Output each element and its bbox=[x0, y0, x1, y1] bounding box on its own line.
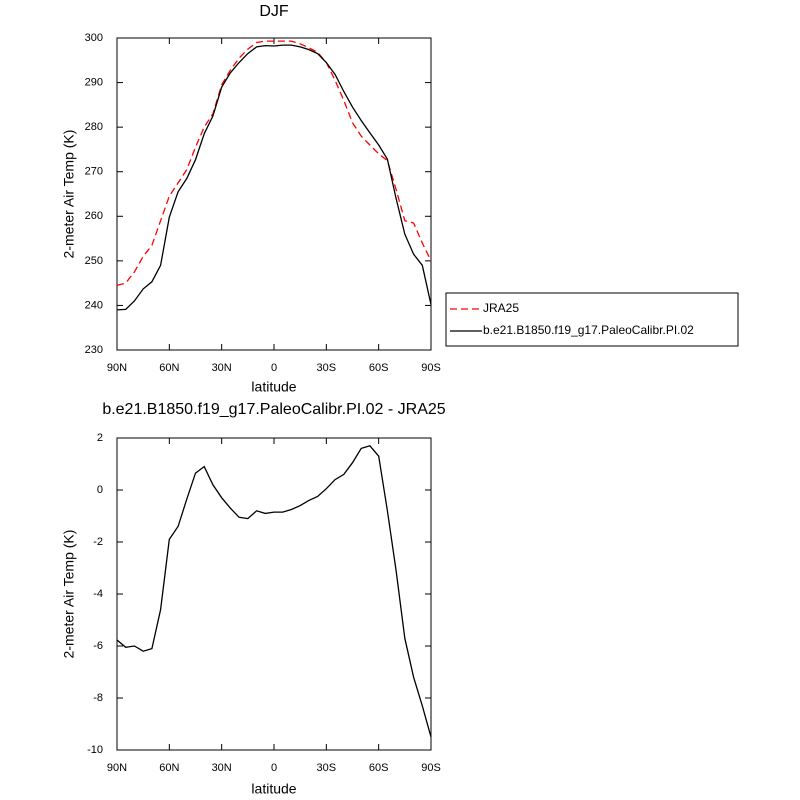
x-tick-label: 30S bbox=[317, 762, 337, 774]
x-tick-label: 60S bbox=[369, 362, 389, 374]
y-tick-label: -10 bbox=[87, 744, 103, 756]
chart-title: b.e21.B1850.f19_g17.PaleoCalibr.PI.02 - … bbox=[102, 401, 445, 418]
x-axis-label: latitude bbox=[251, 781, 296, 797]
x-tick-label: 90N bbox=[107, 762, 127, 774]
y-tick-label: -4 bbox=[93, 588, 103, 600]
x-tick-label: 30S bbox=[317, 362, 337, 374]
y-tick-label: 270 bbox=[85, 166, 103, 178]
y-tick-label: 230 bbox=[85, 344, 103, 356]
y-tick-label: 290 bbox=[85, 76, 103, 88]
x-tick-label: 60N bbox=[159, 762, 179, 774]
x-axis-label: latitude bbox=[251, 379, 296, 395]
y-tick-label: 280 bbox=[85, 121, 103, 133]
plot-frame bbox=[116, 37, 432, 351]
x-tick-label: 90N bbox=[107, 362, 127, 374]
x-tick-label: 60N bbox=[159, 362, 179, 374]
y-tick-label: -6 bbox=[93, 640, 103, 652]
y-tick-label: 0 bbox=[97, 484, 103, 496]
y-axis-label: 2-meter Air Temp (K) bbox=[61, 530, 77, 659]
x-tick-label: 90S bbox=[421, 762, 441, 774]
y-tick-label: 250 bbox=[85, 255, 103, 267]
y-tick-label: 260 bbox=[85, 210, 103, 222]
x-tick-label: 30N bbox=[212, 762, 232, 774]
data-line bbox=[116, 445, 432, 738]
plot-frame bbox=[116, 437, 432, 751]
y-axis-label: 2-meter Air Temp (K) bbox=[61, 130, 77, 259]
x-tick-label: 90S bbox=[421, 362, 441, 374]
legend-label: JRA25 bbox=[483, 301, 519, 315]
y-tick-label: 240 bbox=[85, 299, 103, 311]
data-line bbox=[116, 44, 432, 311]
legend-label: b.e21.B1850.f19_g17.PaleoCalibr.PI.02 bbox=[483, 323, 694, 337]
y-tick-label: -8 bbox=[93, 692, 103, 704]
y-tick-label: -2 bbox=[93, 536, 103, 548]
x-tick-label: 60S bbox=[369, 762, 389, 774]
y-tick-label: 300 bbox=[85, 32, 103, 44]
x-tick-label: 0 bbox=[271, 362, 277, 374]
y-tick-label: 2 bbox=[97, 432, 103, 444]
legend-box bbox=[445, 292, 739, 347]
x-tick-label: 30N bbox=[212, 362, 232, 374]
x-tick-label: 0 bbox=[271, 762, 277, 774]
chart-title: DJF bbox=[259, 3, 289, 20]
